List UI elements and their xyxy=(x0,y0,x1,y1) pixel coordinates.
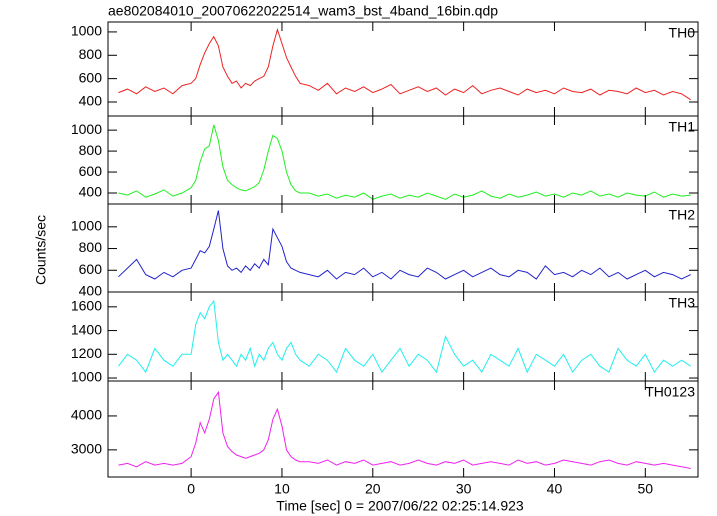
chart-title: ae802084010_20070622022514_wam3_bst_4ban… xyxy=(108,3,498,19)
panel-label: TH0 xyxy=(669,25,696,41)
y-tick-label: 800 xyxy=(79,142,103,158)
y-tick-label: 1400 xyxy=(71,321,102,337)
x-tick-label: 30 xyxy=(456,481,472,497)
panel-label: TH1 xyxy=(669,119,696,135)
y-tick-label: 600 xyxy=(79,261,103,277)
panel-frame xyxy=(107,115,699,205)
panel-label: TH2 xyxy=(669,207,696,223)
y-tick-label: 400 xyxy=(79,184,103,200)
y-tick-label: 1000 xyxy=(71,23,102,39)
y-tick-label: 800 xyxy=(79,239,103,255)
panel-frame xyxy=(107,21,699,117)
y-tick-label: 1000 xyxy=(71,121,102,137)
y-tick-label: 600 xyxy=(79,163,103,179)
y-tick-label: 400 xyxy=(79,93,103,109)
y-tick-label: 1600 xyxy=(71,298,102,314)
y-tick-label: 600 xyxy=(79,69,103,85)
data-line xyxy=(118,124,691,200)
data-line xyxy=(118,27,691,101)
panel-label: TH0123 xyxy=(645,384,695,400)
panel-frame xyxy=(107,380,699,478)
y-tick-label: 1000 xyxy=(71,218,102,234)
x-tick-label: 10 xyxy=(274,481,290,497)
y-tick-label: 800 xyxy=(79,46,103,62)
y-tick-label: 4000 xyxy=(71,407,102,423)
y-tick-label: 3000 xyxy=(71,441,102,457)
x-tick-label: 50 xyxy=(638,481,654,497)
x-tick-label: 40 xyxy=(547,481,563,497)
panel-label: TH3 xyxy=(669,295,696,311)
x-tick-label: 20 xyxy=(365,481,381,497)
data-line xyxy=(118,210,691,280)
y-tick-label: 1200 xyxy=(71,345,102,361)
x-tick-label: 0 xyxy=(187,481,195,497)
y-tick-label: 1000 xyxy=(71,369,102,385)
data-line xyxy=(118,390,691,469)
x-axis-label: Time [sec] 0 = 2007/06/22 02:25:14.923 xyxy=(276,498,524,514)
y-axis-label: Counts/sec xyxy=(33,215,49,285)
panel-frame xyxy=(107,203,699,293)
panel-frame xyxy=(107,291,699,382)
data-line xyxy=(118,299,691,374)
y-tick-label: 400 xyxy=(79,283,103,299)
